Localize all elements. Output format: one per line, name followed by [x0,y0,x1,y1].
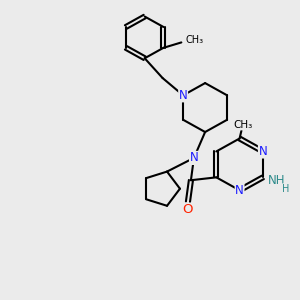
Text: NH: NH [268,174,286,187]
Text: O: O [183,203,193,216]
Text: N: N [190,152,198,164]
Text: N: N [235,184,244,197]
Text: CH₃: CH₃ [233,120,252,130]
Text: N: N [259,145,267,158]
Text: N: N [179,89,188,102]
Text: CH₃: CH₃ [186,34,204,44]
Text: H: H [282,184,290,194]
